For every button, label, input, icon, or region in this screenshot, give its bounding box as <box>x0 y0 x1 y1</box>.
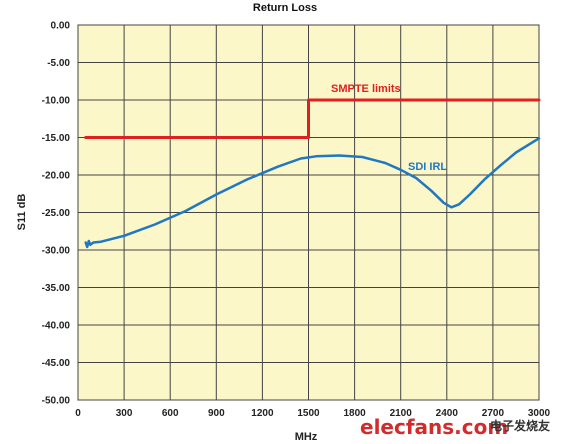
annotation-sdi-irl: SDI IRL <box>408 161 447 173</box>
watermark-cn: 电子发烧友 <box>490 418 550 433</box>
y-tick-label: -30.00 <box>42 246 71 257</box>
y-tick-label: -50.00 <box>42 396 71 407</box>
x-tick-label: 900 <box>208 408 225 419</box>
chart-title: Return Loss <box>253 2 317 14</box>
x-tick-label: 0 <box>75 408 81 419</box>
x-tick-label: 1500 <box>297 408 320 419</box>
x-tick-label: 1200 <box>251 408 274 419</box>
y-tick-label: -5.00 <box>47 58 70 69</box>
y-tick-label: -15.00 <box>42 133 71 144</box>
series-group <box>84 98 541 249</box>
x-axis-label: MHz <box>295 431 318 443</box>
x-axis-ticks: 0 300 600 900 1200 1500 1800 2100 2400 2700 3000 <box>75 408 550 419</box>
y-tick-label: -25.00 <box>42 208 71 219</box>
x-tick-label: 2700 <box>482 408 505 419</box>
y-axis-ticks: 0.00 -5.00 -10.00 -15.00 -20.00 -25.00 -30.00 -… <box>42 21 71 407</box>
series-line-smpte-limits <box>84 98 541 139</box>
x-tick-label: 2400 <box>436 408 459 419</box>
x-tick-label: 2100 <box>390 408 413 419</box>
watermark: elecfans.com 电子发烧友 <box>360 415 550 439</box>
y-tick-label: -10.00 <box>42 96 71 107</box>
grid <box>77 24 540 401</box>
annotation-smpte-limits: SMPTE limits <box>331 83 401 95</box>
x-tick-label: 600 <box>162 408 179 419</box>
y-tick-label: -20.00 <box>42 171 71 182</box>
y-tick-label: -45.00 <box>42 358 71 369</box>
y-tick-label: -35.00 <box>42 283 71 294</box>
y-tick-label: -40.00 <box>42 321 71 332</box>
x-tick-label: 1800 <box>343 408 366 419</box>
series-line-sdi-irl <box>84 137 541 249</box>
y-axis-label: S11 dB <box>16 194 28 231</box>
watermark-site: elecfans.com <box>360 415 508 439</box>
x-tick-label: 300 <box>116 408 133 419</box>
x-tick-label: 3000 <box>528 408 551 419</box>
y-tick-label: 0.00 <box>51 21 71 32</box>
